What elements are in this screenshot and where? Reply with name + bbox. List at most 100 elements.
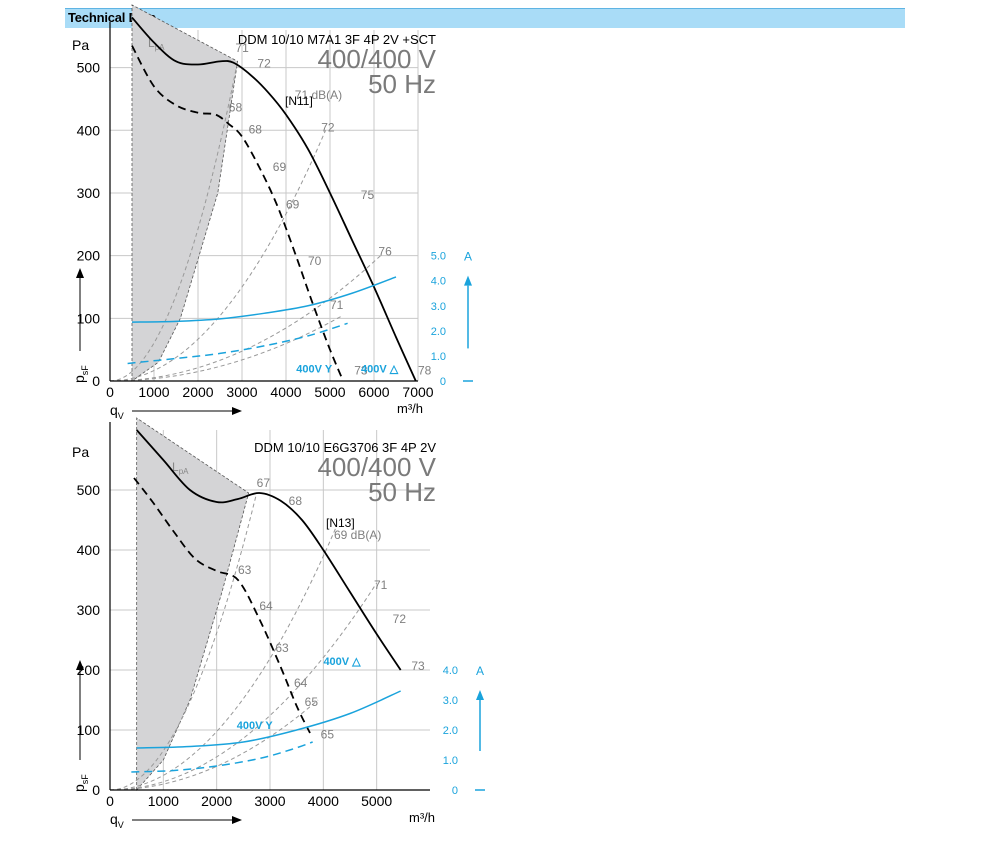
current-tick-label: 1.0	[431, 351, 446, 363]
sound-level-label: 75	[361, 188, 375, 202]
curve-id-label: [N13]	[326, 516, 355, 530]
sound-level-label: 65	[321, 727, 335, 741]
pressure-curve-delta	[131, 16, 417, 382]
x-tick-label: 2000	[182, 384, 213, 400]
sound-level-label: 64	[294, 676, 308, 690]
voltage-label: 400/400 V	[317, 44, 436, 74]
y-axis-arrow-head	[76, 268, 84, 278]
fan-curve-chart-e6g3706: 0 1000 2000 3000 4000 5000 0 100 200 300 400 500 Pa m…	[71, 417, 485, 830]
current-curve-delta	[131, 276, 397, 323]
sound-level-label: 64	[259, 599, 273, 613]
x-tick-label: 3000	[254, 793, 285, 809]
y-tick-label: 100	[77, 310, 101, 326]
current-unit-label: A	[476, 664, 484, 678]
y-tick-label: 300	[77, 602, 101, 618]
sound-level-label: 69	[273, 160, 287, 174]
curve-id-label: [N11]	[285, 94, 313, 108]
pressure-curve-delta	[135, 429, 402, 671]
y-axis-unit-label: Pa	[72, 444, 89, 460]
current-axis-arrow-head	[476, 690, 484, 700]
sound-level-label: 72	[257, 57, 271, 71]
y-tick-label: 200	[77, 662, 101, 678]
y-axis-arrow-head	[76, 660, 84, 670]
section-header-bar: Technical Data	[65, 8, 905, 28]
y-tick-label: 200	[77, 248, 101, 264]
current-curve-star	[131, 741, 313, 773]
x-axis-variable-label: qV	[110, 811, 124, 830]
current-tick-label: 5.0	[431, 251, 446, 263]
sound-level-label: 68	[289, 494, 303, 508]
x-axis-unit-label: m³/h	[409, 810, 435, 825]
sound-level-label: 73	[411, 659, 425, 673]
y-tick-label: 300	[77, 185, 101, 201]
fan-curve-chart-m7a1: 0 1000 2000 3000 4000 5000 6000 7000 0 100 200 300 4…	[71, 4, 473, 421]
sound-level-label: 69 dB(A)	[334, 528, 381, 542]
sound-level-label: 67	[257, 476, 271, 490]
x-axis-unit-label: m³/h	[397, 401, 423, 416]
current-tick-label: 2.0	[443, 725, 458, 737]
current-tick-label: 1.0	[443, 755, 458, 767]
sound-level-label: 69	[286, 198, 300, 212]
x-tick-label: 5000	[314, 384, 345, 400]
x-axis-arrow-head	[232, 407, 242, 415]
x-tick-label: 3000	[226, 384, 257, 400]
y-tick-label: 100	[77, 722, 101, 738]
connection-mode-label: 400V △	[361, 364, 399, 376]
sound-level-label: 71	[374, 578, 388, 592]
current-axis-arrow-head	[464, 275, 472, 286]
lpa-shaded-region	[131, 4, 239, 382]
x-tick-label: 4000	[270, 384, 301, 400]
connection-mode-label: 400V △	[323, 656, 361, 668]
sound-level-label: 76	[378, 245, 392, 259]
frequency-label: 50 Hz	[368, 69, 436, 99]
y-tick-label: 400	[77, 542, 101, 558]
model-name: DDM 10/10 E6G3706 3F 4P 2V	[254, 440, 436, 455]
system-curve-line	[109, 525, 338, 791]
x-tick-label: 7000	[402, 384, 433, 400]
connection-mode-label: 400V Y	[296, 364, 333, 376]
x-tick-label: 0	[106, 384, 114, 400]
current-tick-label: 0	[440, 376, 446, 388]
current-curve-star	[127, 322, 348, 365]
sound-level-label: 71 dB(A)	[295, 88, 342, 102]
sound-level-label: 63	[238, 563, 252, 577]
frequency-label: 50 Hz	[368, 477, 436, 507]
x-axis-arrow-head	[232, 816, 242, 824]
model-name: DDM 10/10 M7A1 3F 4P 2V +SCT	[238, 32, 436, 47]
voltage-label: 400/400 V	[317, 452, 436, 482]
sound-level-label: 68	[229, 100, 243, 114]
y-axis-variable-label: psF	[71, 774, 90, 792]
current-curve-delta	[136, 690, 401, 749]
x-tick-label: 4000	[308, 793, 339, 809]
system-curve-line	[109, 61, 239, 382]
sound-level-label: 68	[249, 122, 263, 136]
current-unit-label: A	[464, 250, 472, 264]
sound-level-label: 63	[275, 641, 289, 655]
x-tick-label: 1000	[148, 793, 179, 809]
x-tick-label: 6000	[358, 384, 389, 400]
x-tick-label: 5000	[361, 793, 392, 809]
lpa-shaded-region	[136, 417, 250, 792]
system-curve-line	[109, 582, 378, 791]
sound-level-label: 71	[330, 298, 344, 312]
sound-level-label: 78	[418, 364, 432, 378]
current-tick-label: 3.0	[443, 695, 458, 707]
sound-level-label: 73	[354, 364, 368, 378]
current-tick-label: 4.0	[431, 276, 446, 288]
x-tick-label: 1000	[138, 384, 169, 400]
y-axis-unit-label: Pa	[72, 37, 89, 53]
sound-level-label: 70	[308, 254, 322, 268]
y-tick-label: 400	[77, 122, 101, 138]
y-axis-variable-label: psF	[71, 365, 90, 383]
y-tick-label: 0	[92, 782, 100, 798]
y-tick-label: 500	[77, 60, 101, 76]
x-axis-variable-label: qV	[110, 402, 124, 421]
sound-level-label: 65	[305, 695, 319, 709]
current-tick-label: 0	[452, 785, 458, 797]
sound-level-label: 72	[393, 612, 407, 626]
x-tick-label: 0	[106, 793, 114, 809]
sound-level-label: 72	[321, 121, 335, 135]
current-tick-label: 4.0	[443, 665, 458, 677]
current-tick-label: 2.0	[431, 326, 446, 338]
current-tick-label: 3.0	[431, 301, 446, 313]
